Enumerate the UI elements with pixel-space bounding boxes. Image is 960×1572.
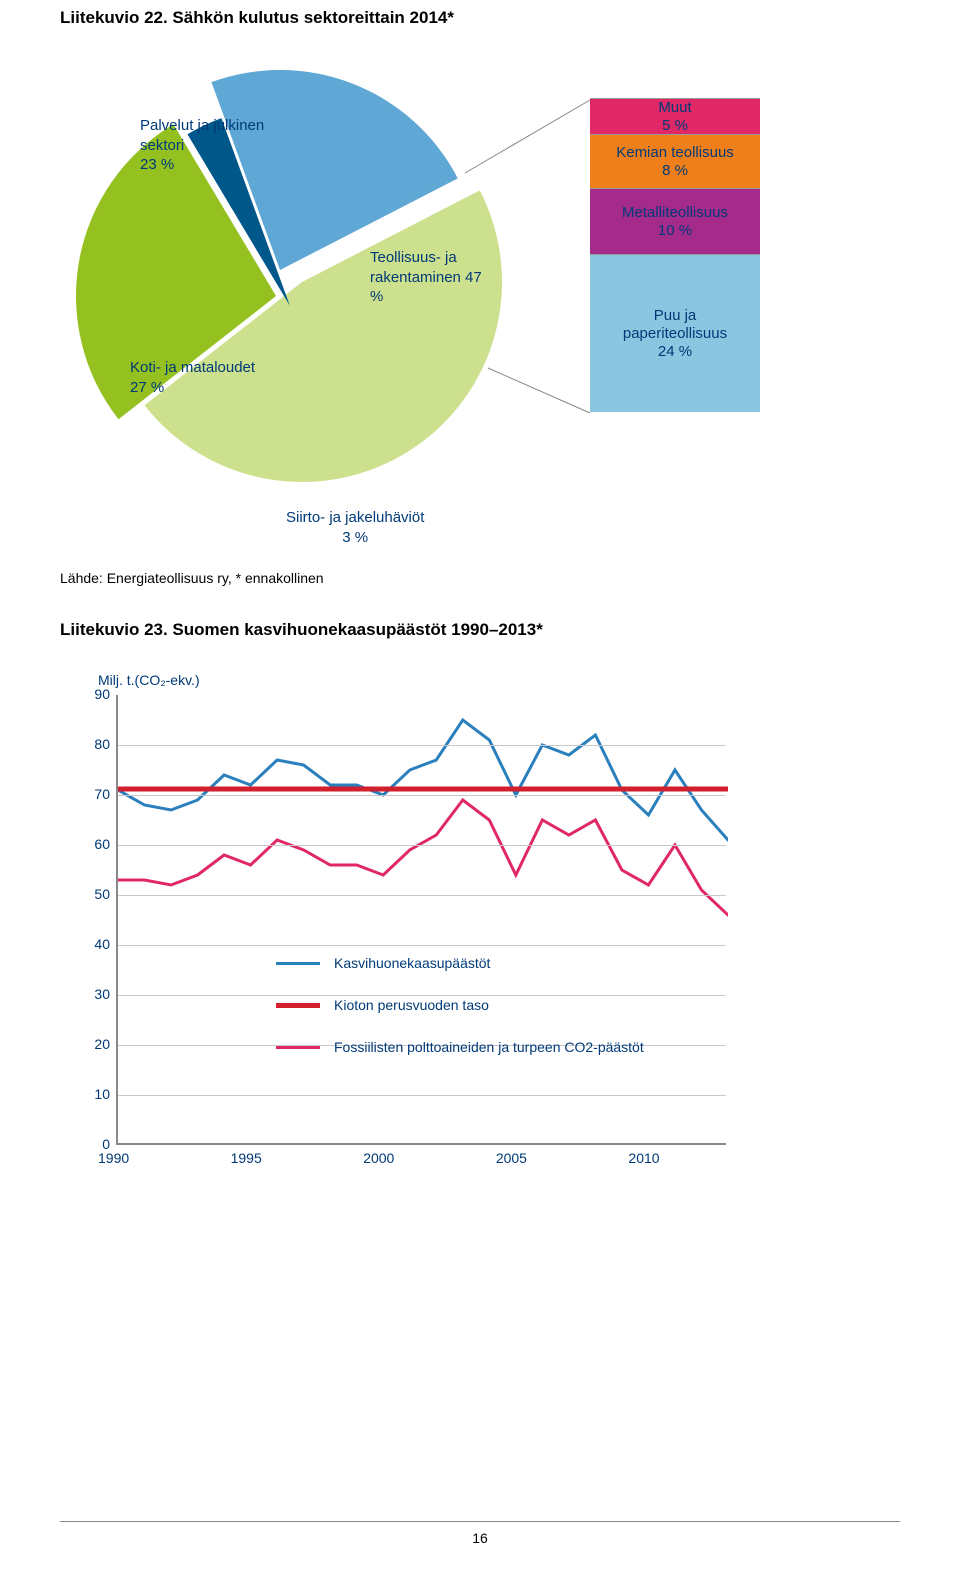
gridline	[118, 1095, 726, 1096]
pie-label-services: Palvelut ja julkinen sektori 23 %	[140, 116, 264, 175]
pie-breakdown-bar: Muut5 %Kemian teollisuus8 %Metalliteolli…	[590, 98, 760, 412]
breakdown-segment: Metalliteollisuus10 %	[590, 188, 760, 254]
y-tick-label: 50	[80, 886, 110, 902]
figure-22-source: Lähde: Energiateollisuus ry, * ennakolli…	[60, 570, 900, 586]
legend-row: Fossiilisten polttoaineiden ja turpeen C…	[276, 1039, 644, 1055]
pie-chart: Palvelut ja julkinen sektori 23 % Teolli…	[70, 58, 770, 558]
x-tick-label: 1990	[98, 1150, 129, 1166]
x-tick-label: 2005	[496, 1150, 527, 1166]
y-axis-unit: Milj. t.(CO₂-ekv.)	[98, 672, 200, 688]
legend: Kasvihuonekaasupäästöt Kioton perusvuoden…	[276, 955, 644, 1081]
y-tick-label: 70	[80, 786, 110, 802]
gridline	[118, 795, 726, 796]
legend-swatch	[276, 1003, 320, 1008]
footer-divider	[60, 1521, 900, 1522]
series-line	[118, 720, 728, 840]
figure-23-title: Liitekuvio 23. Suomen kasvihuonekaasupää…	[60, 620, 900, 640]
y-tick-label: 20	[80, 1036, 110, 1052]
line-chart: Milj. t.(CO₂-ekv.) Kasvihuonekaasupäästö…	[66, 670, 766, 1220]
legend-label: Kasvihuonekaasupäästöt	[334, 955, 490, 971]
breakdown-segment: Muut5 %	[590, 98, 760, 134]
pie-label-losses: Siirto- ja jakeluhäviöt 3 %	[286, 508, 424, 547]
y-tick-label: 60	[80, 836, 110, 852]
y-tick-label: 30	[80, 986, 110, 1002]
breakdown-segment: Puu japaperiteollisuus24 %	[590, 254, 760, 412]
pie-label-households: Koti- ja mataloudet 27 %	[130, 358, 255, 397]
y-tick-label: 10	[80, 1086, 110, 1102]
y-tick-label: 90	[80, 686, 110, 702]
legend-label: Fossiilisten polttoaineiden ja turpeen C…	[334, 1039, 644, 1055]
gridline	[118, 845, 726, 846]
series-line	[118, 800, 728, 915]
x-tick-label: 2000	[363, 1150, 394, 1166]
legend-row: Kasvihuonekaasupäästöt	[276, 955, 644, 971]
legend-row: Kioton perusvuoden taso	[276, 997, 644, 1013]
x-tick-label: 2010	[628, 1150, 659, 1166]
gridline	[118, 895, 726, 896]
gridline	[118, 745, 726, 746]
gridline	[118, 945, 726, 946]
figure-22-title: Liitekuvio 22. Sähkön kulutus sektoreitt…	[60, 8, 900, 28]
x-tick-label: 1995	[231, 1150, 262, 1166]
legend-label: Kioton perusvuoden taso	[334, 997, 489, 1013]
pie-label-industry: Teollisuus- ja rakentaminen 47 %	[370, 248, 482, 307]
breakdown-segment: Kemian teollisuus8 %	[590, 134, 760, 188]
legend-swatch	[276, 962, 320, 965]
y-tick-label: 40	[80, 936, 110, 952]
y-tick-label: 80	[80, 736, 110, 752]
page-number: 16	[0, 1530, 960, 1546]
legend-swatch	[276, 1046, 320, 1049]
